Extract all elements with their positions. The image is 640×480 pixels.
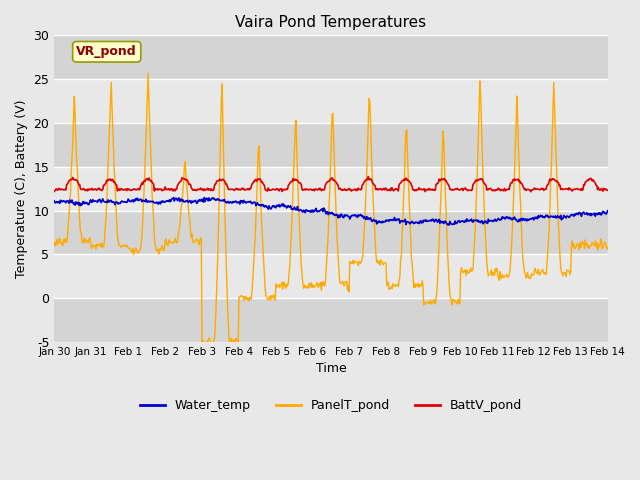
Bar (54, 123, 607, 167)
Bar (54, 254, 607, 298)
X-axis label: Time: Time (316, 362, 346, 375)
Text: VR_pond: VR_pond (76, 45, 137, 58)
Bar (54, 36, 607, 79)
Bar (54, 298, 607, 342)
Y-axis label: Temperature (C), Battery (V): Temperature (C), Battery (V) (15, 99, 28, 278)
Bar (54, 167, 607, 211)
Legend: Water_temp, PanelT_pond, BattV_pond: Water_temp, PanelT_pond, BattV_pond (134, 394, 527, 417)
Title: Vaira Pond Temperatures: Vaira Pond Temperatures (236, 15, 426, 30)
Bar (54, 79, 607, 123)
Bar (54, 211, 607, 254)
